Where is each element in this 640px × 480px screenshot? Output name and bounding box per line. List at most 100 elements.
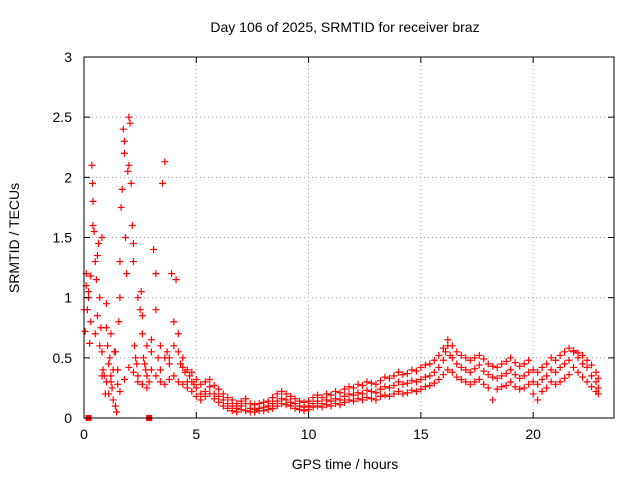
data-point bbox=[502, 357, 510, 365]
y-tick-label: 0 bbox=[64, 410, 72, 426]
data-point bbox=[287, 402, 295, 410]
data-point bbox=[125, 113, 133, 121]
data-point bbox=[210, 382, 218, 390]
data-point bbox=[430, 379, 438, 387]
data-point bbox=[114, 380, 122, 388]
data-point bbox=[341, 385, 349, 393]
data-point bbox=[507, 354, 515, 362]
data-point bbox=[170, 318, 178, 326]
data-point bbox=[296, 397, 304, 405]
data-point bbox=[188, 388, 196, 396]
data-point bbox=[138, 380, 146, 388]
data-point bbox=[547, 378, 555, 386]
data-point bbox=[507, 366, 515, 374]
data-point bbox=[125, 363, 133, 371]
data-point bbox=[394, 368, 402, 376]
data-point bbox=[489, 362, 497, 370]
data-point bbox=[111, 402, 119, 410]
data-point bbox=[89, 221, 97, 229]
data-point bbox=[197, 396, 205, 404]
data-point bbox=[287, 392, 295, 400]
data-point bbox=[466, 356, 474, 364]
data-point bbox=[224, 404, 232, 412]
data-point bbox=[381, 391, 389, 399]
data-point bbox=[309, 403, 317, 411]
data-point bbox=[502, 369, 510, 377]
data-point bbox=[215, 385, 223, 393]
data-point bbox=[129, 368, 137, 376]
data-point bbox=[124, 167, 132, 175]
data-point bbox=[372, 389, 380, 397]
data-point bbox=[390, 390, 398, 398]
x-tick-label: 20 bbox=[525, 426, 541, 442]
data-point bbox=[435, 351, 443, 359]
data-point bbox=[133, 360, 141, 368]
data-point bbox=[123, 270, 131, 278]
x-axis-label: GPS time / hours bbox=[292, 456, 399, 472]
data-point bbox=[403, 379, 411, 387]
data-point bbox=[143, 384, 151, 392]
data-point bbox=[493, 374, 501, 382]
data-point bbox=[376, 392, 384, 400]
data-point bbox=[156, 366, 164, 374]
data-point bbox=[345, 390, 353, 398]
data-point bbox=[186, 372, 194, 380]
data-point bbox=[105, 360, 113, 368]
data-point bbox=[134, 372, 142, 380]
data-point bbox=[372, 380, 380, 388]
data-point bbox=[565, 371, 573, 379]
data-point bbox=[106, 354, 114, 362]
y-tick-label: 2 bbox=[64, 169, 72, 185]
data-point bbox=[430, 356, 438, 364]
data-point bbox=[412, 378, 420, 386]
data-point bbox=[385, 392, 393, 400]
data-point bbox=[305, 397, 313, 405]
data-point bbox=[408, 366, 416, 374]
data-point bbox=[165, 375, 173, 383]
data-point bbox=[525, 356, 533, 364]
data-point bbox=[417, 385, 425, 393]
data-point bbox=[385, 374, 393, 382]
data-point bbox=[228, 396, 236, 404]
data-point bbox=[159, 179, 167, 187]
data-point bbox=[480, 367, 488, 375]
data-point bbox=[102, 324, 110, 332]
data-point bbox=[363, 378, 371, 386]
data-point bbox=[125, 161, 133, 169]
data-point bbox=[547, 354, 555, 362]
data-point bbox=[439, 356, 447, 364]
data-point bbox=[592, 378, 600, 386]
data-point bbox=[206, 390, 214, 398]
data-point bbox=[403, 369, 411, 377]
data-point bbox=[471, 365, 479, 373]
data-point bbox=[583, 363, 591, 371]
data-point bbox=[439, 371, 447, 379]
data-point bbox=[498, 372, 506, 380]
data-point bbox=[156, 378, 164, 386]
data-point bbox=[453, 348, 461, 356]
data-point bbox=[161, 380, 169, 388]
data-point bbox=[349, 391, 357, 399]
data-point bbox=[147, 336, 155, 344]
data-point bbox=[448, 342, 456, 350]
data-point bbox=[358, 390, 366, 398]
data-point bbox=[122, 234, 130, 241]
data-point bbox=[174, 348, 182, 356]
data-point bbox=[278, 388, 286, 396]
data-point bbox=[457, 363, 465, 371]
data-point bbox=[448, 368, 456, 376]
data-point bbox=[237, 406, 245, 414]
data-point bbox=[119, 125, 127, 133]
data-point bbox=[484, 360, 492, 368]
data-point bbox=[579, 351, 587, 359]
data-point bbox=[552, 380, 560, 388]
data-point bbox=[251, 401, 259, 409]
data-point bbox=[341, 398, 349, 406]
data-point bbox=[561, 374, 569, 382]
data-point bbox=[565, 344, 573, 352]
data-point bbox=[120, 137, 128, 145]
data-point bbox=[588, 372, 596, 380]
data-point bbox=[246, 400, 254, 408]
data-point bbox=[177, 360, 185, 368]
data-point bbox=[583, 378, 591, 386]
